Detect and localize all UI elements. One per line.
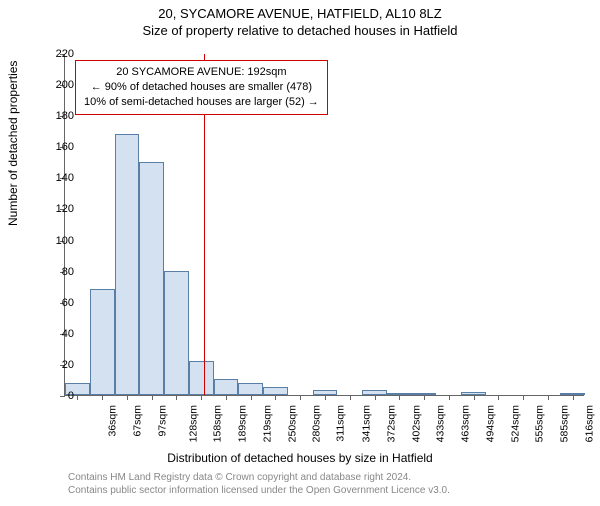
- x-tick-label: 585sqm: [558, 405, 570, 442]
- x-tick-mark: [449, 395, 450, 400]
- histogram-bar: [139, 162, 164, 395]
- x-tick-mark: [498, 395, 499, 400]
- x-tick-label: 280sqm: [311, 405, 323, 442]
- x-tick-label: 36sqm: [107, 405, 119, 437]
- x-tick-label: 402sqm: [410, 405, 422, 442]
- y-tick-label: 200: [46, 79, 74, 91]
- x-tick-mark: [375, 395, 376, 400]
- x-tick-label: 189sqm: [237, 405, 249, 442]
- y-tick-label: 60: [46, 297, 74, 309]
- histogram-bar: [189, 361, 214, 395]
- x-tick-mark: [77, 395, 78, 400]
- footer-attribution: Contains HM Land Registry data © Crown c…: [68, 471, 450, 497]
- histogram-bar: [90, 289, 115, 395]
- x-tick-label: 128sqm: [187, 405, 199, 442]
- info-line-3: 10% of semi-detached houses are larger (…: [84, 95, 319, 110]
- histogram-bar: [164, 271, 189, 395]
- y-tick-label: 20: [46, 359, 74, 371]
- x-tick-label: 311sqm: [335, 405, 347, 442]
- y-tick-label: 220: [46, 48, 74, 60]
- info-line-2: ← 90% of detached houses are smaller (47…: [84, 80, 319, 95]
- page-title: 20, SYCAMORE AVENUE, HATFIELD, AL10 8LZ: [0, 6, 600, 21]
- y-tick-label: 160: [46, 141, 74, 153]
- x-tick-label: 433sqm: [435, 405, 447, 442]
- histogram-bar: [214, 379, 239, 395]
- x-tick-mark: [523, 395, 524, 400]
- y-tick-label: 0: [46, 390, 74, 402]
- x-axis-label: Distribution of detached houses by size …: [0, 451, 600, 465]
- x-tick-mark: [350, 395, 351, 400]
- x-tick-mark: [275, 395, 276, 400]
- x-tick-mark: [176, 395, 177, 400]
- histogram-bar: [115, 134, 140, 395]
- x-tick-label: 250sqm: [286, 405, 298, 442]
- y-tick-label: 80: [46, 266, 74, 278]
- page-subtitle: Size of property relative to detached ho…: [0, 23, 600, 38]
- x-tick-label: 616sqm: [583, 405, 595, 442]
- plot-area: 20 SYCAMORE AVENUE: 192sqm ← 90% of deta…: [64, 54, 584, 396]
- info-box: 20 SYCAMORE AVENUE: 192sqm ← 90% of deta…: [75, 60, 328, 115]
- x-tick-label: 158sqm: [212, 405, 224, 442]
- x-tick-mark: [325, 395, 326, 400]
- x-tick-mark: [573, 395, 574, 400]
- chart-container: 20, SYCAMORE AVENUE, HATFIELD, AL10 8LZ …: [0, 6, 600, 506]
- histogram-bar: [263, 387, 288, 395]
- footer-line-2: Contains public sector information licen…: [68, 484, 450, 497]
- x-tick-label: 555sqm: [534, 405, 546, 442]
- y-tick-label: 100: [46, 235, 74, 247]
- y-tick-label: 120: [46, 203, 74, 215]
- x-tick-mark: [127, 395, 128, 400]
- y-tick-label: 40: [46, 328, 74, 340]
- info-line-1: 20 SYCAMORE AVENUE: 192sqm: [84, 65, 319, 80]
- x-tick-mark: [152, 395, 153, 400]
- x-tick-mark: [251, 395, 252, 400]
- x-tick-mark: [474, 395, 475, 400]
- x-tick-mark: [399, 395, 400, 400]
- x-tick-label: 341sqm: [360, 405, 372, 442]
- x-tick-mark: [548, 395, 549, 400]
- x-tick-mark: [424, 395, 425, 400]
- histogram-bar: [238, 383, 263, 395]
- y-axis-label: Number of detached properties: [6, 61, 20, 226]
- x-tick-label: 97sqm: [156, 405, 168, 437]
- x-tick-mark: [201, 395, 202, 400]
- y-tick-label: 140: [46, 172, 74, 184]
- y-tick-label: 180: [46, 110, 74, 122]
- x-tick-label: 67sqm: [132, 405, 144, 437]
- x-tick-label: 524sqm: [509, 405, 521, 442]
- x-tick-mark: [226, 395, 227, 400]
- footer-line-1: Contains HM Land Registry data © Crown c…: [68, 471, 450, 484]
- x-tick-mark: [300, 395, 301, 400]
- x-tick-mark: [102, 395, 103, 400]
- x-tick-label: 372sqm: [385, 405, 397, 442]
- x-tick-label: 219sqm: [261, 405, 273, 442]
- x-tick-label: 494sqm: [484, 405, 496, 442]
- x-tick-label: 463sqm: [459, 405, 471, 442]
